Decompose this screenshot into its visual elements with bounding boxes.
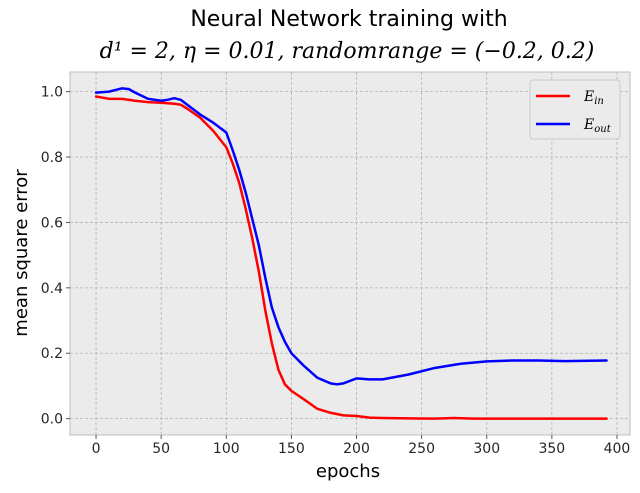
x-axis-ticks: 0 50 100 150 200 250 300 350 400 [92, 435, 631, 457]
chart-title: Neural Network training with [190, 7, 507, 32]
x-tick-label: 50 [152, 441, 170, 457]
legend-label-out: Eout [583, 117, 612, 135]
x-tick-label: 400 [604, 441, 631, 457]
series-line-out [94, 87, 608, 386]
y-tick-label: 1.0 [41, 85, 63, 101]
series-line-in [94, 95, 608, 420]
legend: Ein Eout [529, 79, 621, 140]
legend-label-in: Ein [583, 89, 604, 107]
x-axis-label: epochs [316, 461, 380, 482]
y-axis-ticks: 0.0 0.2 0.4 0.6 0.8 1.0 [41, 85, 70, 428]
x-tick-label: 300 [473, 441, 500, 457]
x-tick-label: 350 [538, 441, 565, 457]
y-tick-label: 0.0 [41, 412, 63, 428]
x-tick-label: 0 [92, 441, 101, 457]
y-tick-label: 0.4 [41, 281, 63, 297]
x-tick-label: 150 [278, 441, 305, 457]
y-tick-label: 0.8 [41, 150, 63, 166]
x-tick-label: 250 [408, 441, 435, 457]
y-axis-label: mean square error [11, 169, 32, 337]
plot-border [69, 71, 631, 436]
series-layer [94, 87, 608, 420]
chart-subtitle: d¹ = 2, η = 0.01, randomrange = (−0.2, 0… [100, 39, 595, 64]
x-tick-label: 100 [213, 441, 240, 457]
x-tick-label: 200 [343, 441, 370, 457]
y-tick-label: 0.6 [41, 215, 63, 231]
y-tick-label: 0.2 [41, 346, 63, 362]
